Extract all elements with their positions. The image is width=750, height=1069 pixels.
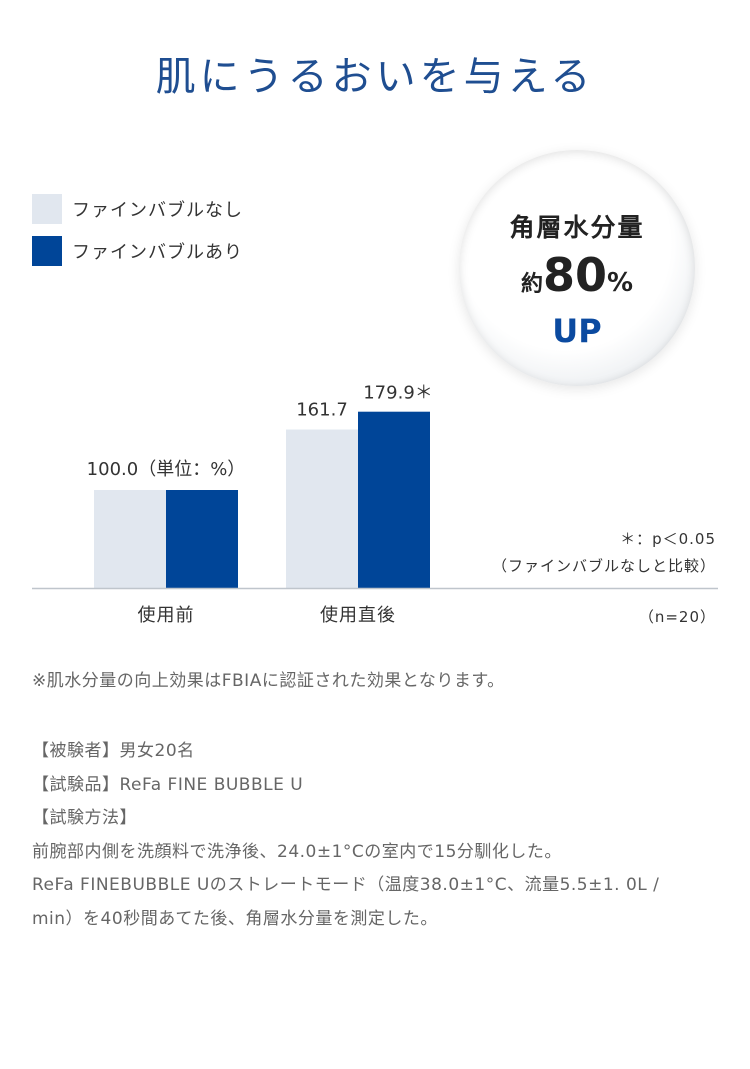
category-label-1: 使用直後 [320,605,396,626]
data-label-after-with: 179.9＊ [363,383,433,404]
badge-unit: % [606,268,634,298]
certification-footnote: ※肌水分量の向上効果はFBIAに認証された効果となります。 [32,671,505,691]
result-badge: 角層水分量 約80% UP [459,150,695,386]
category-label-0: 使用前 [138,605,195,626]
comparison-note: （ファインバブルなしと比較） [491,557,716,575]
bar-without-1 [286,429,358,588]
data-label-after-without: 161.7 [296,400,348,421]
data-label-before: 100.0（単位：%） [87,459,246,480]
detail-method-line-3: min）を40秒間あてた後、角層水分量を測定した。 [32,908,438,929]
sample-size-note: （n=20） [638,608,716,626]
page-title: 肌にうるおいを与える [155,54,595,100]
detail-method-line-1: 前腕部内側を洗顔料で洗浄後、24.0±1°Cの室内で15分馴化した。 [32,841,562,862]
chart-legend: ファインバブルなし ファインバブルあり [32,194,243,278]
badge-up-label: UP [552,312,602,350]
significance-note: ＊：p＜0.05 [620,530,716,548]
test-details: 【被験者】男女20名 【試験品】ReFa FINE BUBBLE U 【試験方法… [32,735,659,936]
legend-swatch-with [32,236,62,266]
badge-metric-label: 角層水分量 [509,213,645,242]
detail-product: 【試験品】ReFa FINE BUBBLE U [32,774,304,795]
legend-swatch-without [32,194,62,224]
legend-label-with: ファインバブルあり [72,242,243,263]
legend-item-without: ファインバブルなし [32,194,243,224]
legend-label-without: ファインバブルなし [72,200,243,221]
detail-method-heading: 【試験方法】 [32,808,137,828]
detail-subjects: 【被験者】男女20名 [32,741,195,761]
badge-value-line: 約80% [459,248,695,302]
detail-method-line-2: ReFa FINEBUBBLE Uのストレートモード（温度38.0±1°C、流量… [32,875,660,895]
bar-with-1 [358,411,430,588]
badge-value: 80 [542,248,607,302]
badge-prefix: 約 [520,272,543,297]
legend-item-with: ファインバブルあり [32,236,243,266]
bar-chart: 使用前 使用直後 100.0（単位：%） 161.7 179.9＊ [32,383,718,626]
bar-without-0 [94,490,166,588]
bar-with-0 [166,490,238,588]
